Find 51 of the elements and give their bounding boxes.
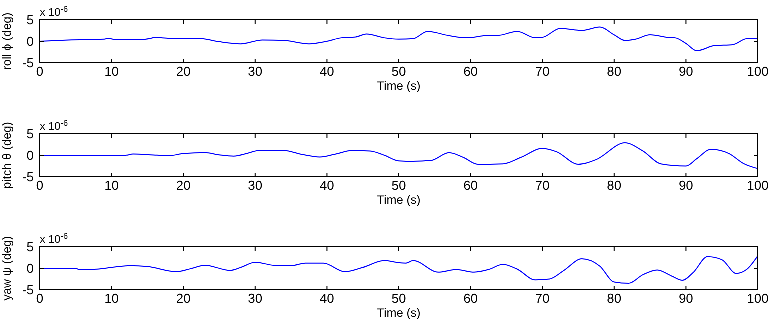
y-tick-label: 5 [26,12,34,28]
x-tick-label: 10 [104,178,120,193]
x-tick-label: 100 [747,64,769,79]
x-tick-label: 30 [248,64,263,79]
x-tick-label: 90 [678,291,694,306]
x-tick-label: 60 [464,178,478,193]
x-tick-label: 20 [176,64,191,79]
x-tick-label: 90 [678,178,694,193]
x-tick-label: 20 [176,178,191,193]
y-tick-label: 0 [26,148,34,163]
x-tick-label: 70 [535,291,550,306]
y-axis-title: pitch θ (deg) [0,122,14,189]
x-tick-label: 0 [36,64,44,79]
x-tick-label: 10 [104,64,120,79]
x-tick-label: 50 [392,291,406,306]
y-axis-title: roll ϕ (deg) [0,12,14,70]
y-tick-label: 0 [26,34,34,49]
x-tick-label: 70 [535,178,550,193]
x-tick-label: 100 [747,291,769,306]
text: x 10$^{-6}$ [40,4,69,19]
x-tick-label: 60 [464,64,478,79]
x-tick-label: 0 [36,178,44,193]
x-tick-label: 40 [320,64,334,79]
x-axis-title: Time (s) [377,306,421,320]
x-tick-label: 80 [607,178,622,193]
x-tick-label: 80 [607,291,622,306]
y-axis-title: yaw ψ (deg) [0,236,14,301]
y-tick-label: -5 [22,170,34,184]
x-tick-label: 40 [320,178,334,193]
x-tick-label: 50 [392,64,406,79]
x-tick-label: 50 [392,178,406,193]
x-tick-label: 30 [248,178,263,193]
y-tick-label: 5 [26,240,34,254]
x-tick-label: 90 [678,64,694,79]
y-tick-label: -5 [22,56,34,70]
x-tick-label: 40 [320,291,334,306]
x-tick-label: 60 [464,291,478,306]
text: x 10$^{-6}$ [40,232,69,246]
y-tick-label: -5 [22,282,34,298]
text: x 10$^{-6}$ [40,118,69,133]
y-tick-label: 5 [26,126,34,142]
x-axis-title: Time (s) [377,193,421,207]
x-tick-label: 70 [535,64,550,79]
x-tick-label: 100 [747,178,769,193]
x-tick-label: 0 [36,291,44,306]
x-tick-label: 20 [176,291,191,306]
y-tick-label: 0 [26,261,34,276]
x-tick-label: 30 [248,291,263,306]
x-tick-label: 10 [104,291,120,306]
x-axis-title: Time (s) [377,79,421,93]
x-tick-label: 80 [607,64,622,79]
